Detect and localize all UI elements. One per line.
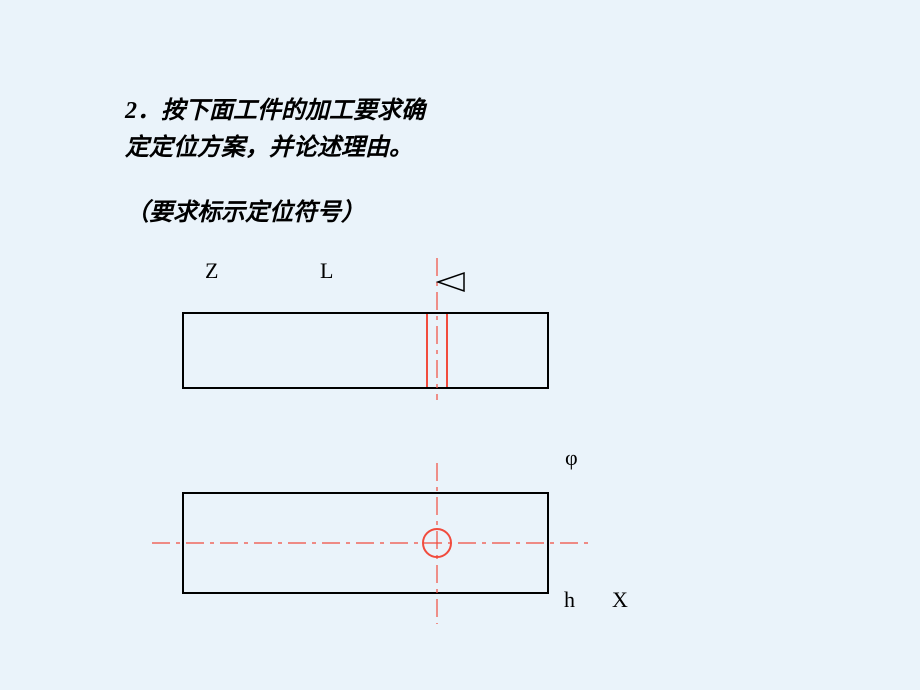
rect-top	[183, 313, 548, 388]
diagram-canvas	[0, 0, 920, 690]
triangle-marker	[438, 273, 464, 291]
